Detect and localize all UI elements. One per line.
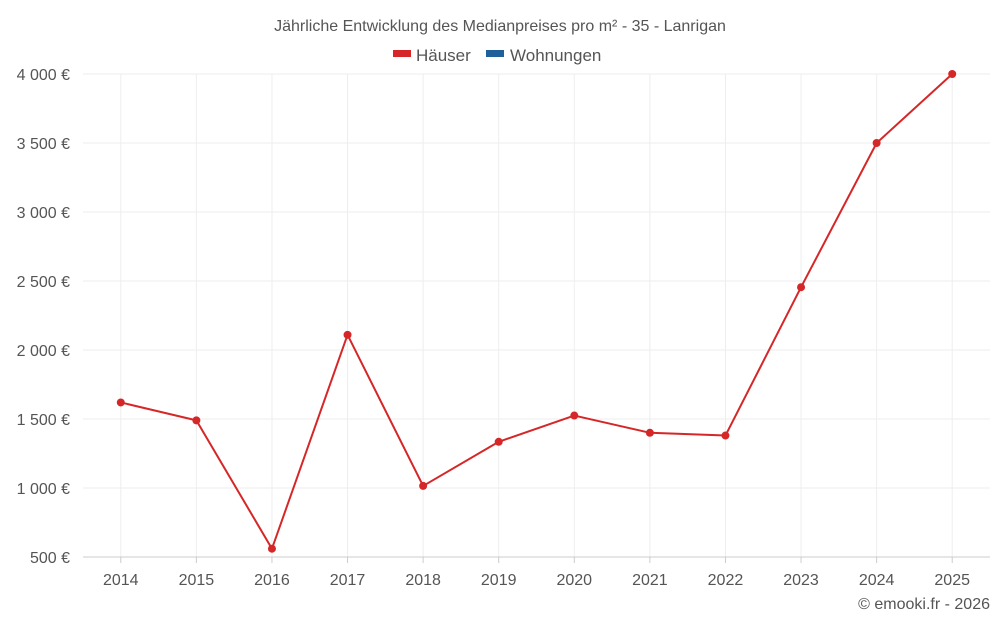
- y-tick-label: 500 €: [30, 550, 70, 567]
- y-tick-label: 1 500 €: [17, 412, 70, 429]
- y-axis-ticks: 500 € 1 000 € 1 500 € 2 000 € 2 500 € 3 000 €…: [17, 67, 70, 567]
- x-tick-label: 2020: [556, 572, 592, 589]
- data-point-2020[interactable]: [570, 411, 579, 420]
- y-tick-label: 3 000 €: [17, 205, 70, 222]
- legend-swatch-haeuser: [393, 50, 411, 57]
- y-tick-label: 3 500 €: [17, 136, 70, 153]
- y-tick-label: 4 000 €: [17, 67, 70, 84]
- legend-item-haeuser[interactable]: Häuser: [393, 46, 471, 65]
- data-point-2023[interactable]: [797, 283, 806, 292]
- legend[interactable]: Häuser Wohnungen: [393, 46, 601, 65]
- data-point-2017[interactable]: [343, 330, 352, 339]
- legend-label-haeuser: Häuser: [416, 46, 471, 65]
- x-tick-label: 2022: [708, 572, 744, 589]
- y-tick-label: 1 000 €: [17, 481, 70, 498]
- series-haeuser: [116, 70, 957, 553]
- data-point-2019[interactable]: [494, 437, 503, 446]
- data-point-2018[interactable]: [419, 481, 428, 490]
- legend-label-wohnungen: Wohnungen: [510, 46, 601, 65]
- x-tick-label: 2018: [405, 572, 441, 589]
- data-point-2022[interactable]: [721, 431, 730, 440]
- gridlines: [83, 73, 990, 557]
- legend-item-wohnungen[interactable]: Wohnungen: [486, 46, 601, 65]
- chart-title: Jährliche Entwicklung des Medianpreises …: [274, 18, 726, 35]
- data-point-2015[interactable]: [192, 416, 201, 425]
- x-tick-label: 2025: [934, 572, 970, 589]
- series-line: [120, 73, 953, 550]
- y-tick-label: 2 000 €: [17, 343, 70, 360]
- data-point-2014[interactable]: [116, 398, 125, 407]
- x-axis-ticks: 2014 2015 2016 2017 2018 2019 2020 2021 2022 2023…: [103, 572, 970, 589]
- x-tick-label: 2017: [330, 572, 366, 589]
- legend-swatch-wohnungen: [486, 50, 504, 57]
- data-point-2025[interactable]: [948, 70, 957, 78]
- data-point-2024[interactable]: [872, 139, 881, 147]
- x-tick-label: 2023: [783, 572, 819, 589]
- data-point-2016[interactable]: [267, 544, 276, 553]
- x-tick-label: 2016: [254, 572, 290, 589]
- x-tick-label: 2021: [632, 572, 668, 589]
- y-tick-label: 2 500 €: [17, 274, 70, 291]
- axes: [83, 556, 990, 563]
- x-tick-label: 2014: [103, 572, 139, 589]
- credit: © emooki.fr - 2026: [858, 596, 990, 613]
- data-point-2021[interactable]: [645, 428, 654, 437]
- x-tick-label: 2019: [481, 572, 517, 589]
- x-tick-label: 2024: [859, 572, 895, 589]
- x-tick-label: 2015: [179, 572, 215, 589]
